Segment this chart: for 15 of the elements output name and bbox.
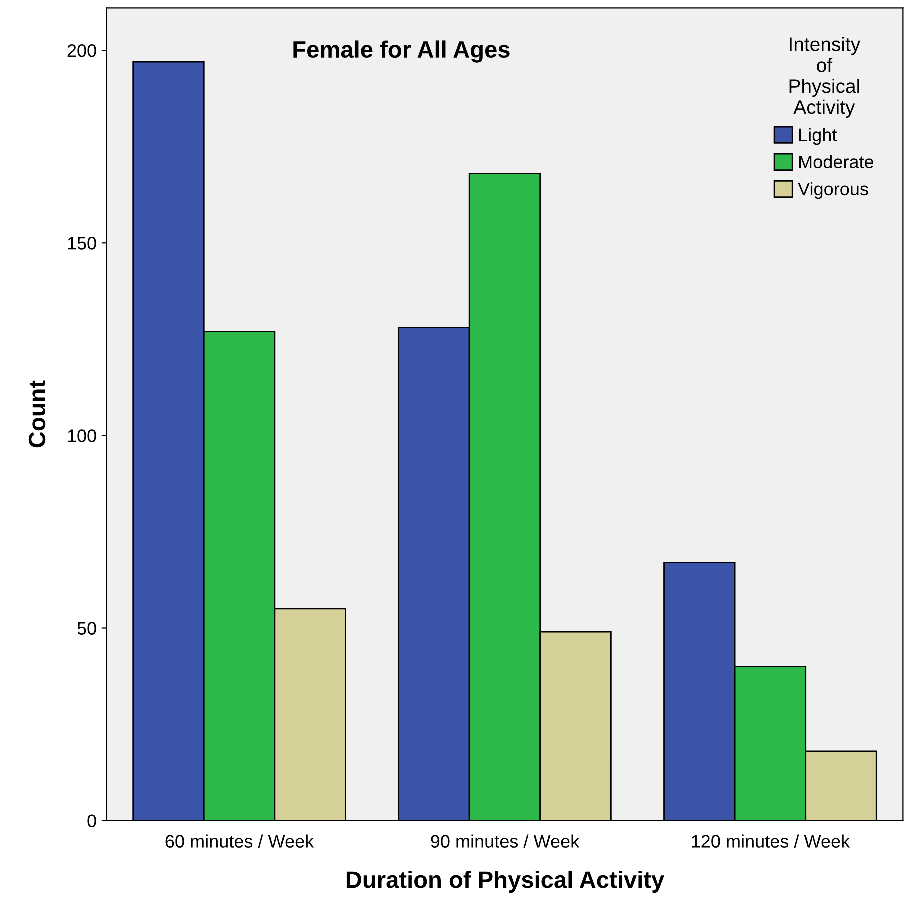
y-tick-label: 0: [88, 814, 96, 828]
y-tick-label: 150: [68, 237, 96, 250]
legend-label: Light: [800, 128, 838, 146]
legend-title: Intensity of Physical Activity: [790, 37, 861, 118]
x-tick-label: 120 minutes / Week: [692, 834, 850, 848]
y-tick-label: 50: [78, 622, 96, 635]
y-tick-label: 100: [68, 430, 96, 442]
legend-label: Moderate: [800, 155, 874, 169]
x-tick-label: 60 minutes / Week: [166, 834, 314, 848]
y-axis-title: Count: [28, 380, 46, 448]
legend-label: Vigorous: [798, 182, 868, 200]
x-tick-label: 90 minutes / Week: [431, 834, 580, 848]
x-axis-title: Duration of Physical Activity: [346, 870, 664, 893]
text: Female for All Ages: [294, 40, 510, 63]
y-tick-label: 200: [68, 44, 96, 58]
